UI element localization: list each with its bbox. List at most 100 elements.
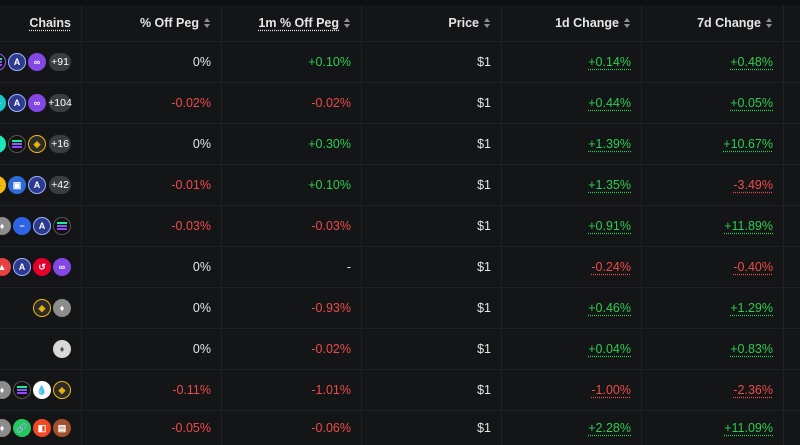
row-extra [784,247,800,287]
col-header-7d-change[interactable]: 7d Change [642,5,784,41]
off-peg-1m-value: +0.30% [222,124,362,164]
change-1d-value: +0.46% [502,288,642,328]
price-value: $1 [362,124,502,164]
row-extra [784,124,800,164]
ethereum-icon: ♦ [0,419,11,437]
col-header-1d-change[interactable]: 1d Change [502,5,642,41]
off-peg-value: -0.11% [82,370,222,410]
off-peg-1m-value: -0.93% [222,288,362,328]
table-row[interactable]: ◗ ◈ +16 0% +0.30% $1 +1.39% +10.67% [0,124,800,165]
change-7d-value: +10.67% [642,124,784,164]
solana-icon [0,53,6,71]
chains-cell: ◗ ◈ +16 [0,124,82,164]
sort-icon[interactable] [765,17,773,29]
tron-icon: ↺ [33,258,51,276]
col-header-off-peg[interactable]: % Off Peg [82,5,222,41]
price-value: $1 [362,288,502,328]
col-header-price[interactable]: Price [362,5,502,41]
arbitrum-icon: A [33,217,51,235]
change-1d-value: -1.00% [502,370,642,410]
ethereum-icon: ♦ [53,340,71,358]
change-1d-value: +0.04% [502,329,642,369]
chain-icon: ▤ [53,419,71,437]
change-7d-value: +1.29% [642,288,784,328]
table-row[interactable]: A ∞ +91 0% +0.10% $1 +0.14% +0.48% [0,42,800,83]
ethereum-icon: ♦ [0,217,11,235]
change-1d-value: +0.14% [502,42,642,82]
avalanche-icon: ▲ [0,258,11,276]
price-value: $1 [362,42,502,82]
chains-cell: ♦ − A [0,206,82,246]
price-value: $1 [362,206,502,246]
chains-cell: ♦ [0,329,82,369]
off-peg-1m-value: +0.10% [222,42,362,82]
more-chains-badge[interactable]: +104 [48,94,72,112]
row-extra [784,329,800,369]
chain-icon: ◧ [33,419,51,437]
change-7d-value: +0.83% [642,329,784,369]
chains-cell: ▲ A ↺ ∞ [0,247,82,287]
off-peg-value: 0% [82,288,222,328]
row-extra [784,370,800,410]
table-row[interactable]: ◈ ▣ A +42 -0.01% +0.10% $1 +1.35% -3.49% [0,165,800,206]
off-peg-value: -0.05% [82,411,222,445]
off-peg-value: -0.02% [82,83,222,123]
chain-icon: ◗ [0,135,6,153]
sort-icon[interactable] [483,17,491,29]
row-extra [784,411,800,445]
solana-icon [8,135,26,153]
table-row[interactable]: ♦ 💧 ◈ -0.11% -1.01% $1 -1.00% -2.36% [0,370,800,411]
change-7d-value: +11.89% [642,206,784,246]
change-1d-value: -0.24% [502,247,642,287]
polygon-icon: ∞ [28,53,46,71]
change-1d-value: +0.44% [502,83,642,123]
chains-cell: ◆ A ∞ +104 [0,83,82,123]
chains-cell: ◈ ▣ A +42 [0,165,82,205]
polygon-icon: ∞ [28,94,46,112]
polygon-icon: ∞ [53,258,71,276]
off-peg-value: 0% [82,329,222,369]
row-extra [784,83,800,123]
chains-cell: ♦ 🔗 ◧ ▤ [0,411,82,445]
col-header-extra [784,5,800,41]
chains-cell: A ∞ +91 [0,42,82,82]
ethereum-icon: ♦ [53,299,71,317]
col-header-1m-off-peg[interactable]: 1m % Off Peg [222,5,362,41]
cube-icon: ▣ [8,176,26,194]
sort-icon[interactable] [343,17,351,29]
solana-icon [13,381,31,399]
link-chain-icon: 🔗 [13,419,31,437]
table-row[interactable]: ◈ ♦ 0% -0.93% $1 +0.46% +1.29% [0,288,800,329]
change-1d-value: +1.35% [502,165,642,205]
off-peg-value: 0% [82,124,222,164]
change-7d-value: +0.48% [642,42,784,82]
base-icon: − [13,217,31,235]
arbitrum-icon: A [8,94,26,112]
table-row[interactable]: ◆ A ∞ +104 -0.02% -0.02% $1 +0.44% +0.05… [0,83,800,124]
bnb-icon: ◈ [33,299,51,317]
off-peg-1m-value: -0.06% [222,411,362,445]
off-peg-1m-value: -0.02% [222,83,362,123]
change-1d-value: +2.28% [502,411,642,445]
more-chains-badge[interactable]: +91 [49,53,71,71]
more-chains-badge[interactable]: +16 [49,135,71,153]
table-row[interactable]: ♦ 🔗 ◧ ▤ -0.05% -0.06% $1 +2.28% +11.09% [0,411,800,445]
price-value: $1 [362,165,502,205]
solana-icon [53,217,71,235]
bnb-icon: ◈ [0,176,6,194]
table-row[interactable]: ♦ − A -0.03% -0.03% $1 +0.91% +11.89% [0,206,800,247]
table-row[interactable]: ▲ A ↺ ∞ 0% - $1 -0.24% -0.40% [0,247,800,288]
off-peg-value: -0.03% [82,206,222,246]
change-7d-value: -0.40% [642,247,784,287]
sort-icon[interactable] [623,17,631,29]
col-header-chains[interactable]: Chains [0,5,82,41]
price-value: $1 [362,247,502,287]
table-row[interactable]: ♦ 0% -0.02% $1 +0.04% +0.83% [0,329,800,370]
sort-icon[interactable] [203,17,211,29]
off-peg-1m-value: - [222,247,362,287]
price-value: $1 [362,370,502,410]
more-chains-badge[interactable]: +42 [49,176,71,194]
change-7d-value: -3.49% [642,165,784,205]
change-7d-value: +0.05% [642,83,784,123]
off-peg-value: -0.01% [82,165,222,205]
